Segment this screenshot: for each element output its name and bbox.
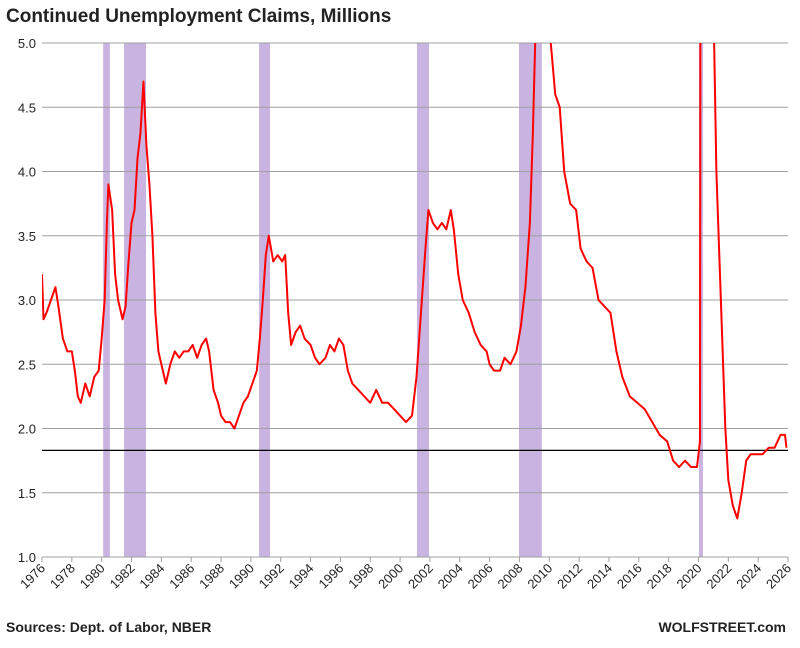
x-tick-label: 2000	[375, 561, 406, 592]
x-tick-label: 2024	[733, 561, 764, 592]
source: Sources: Dept. of Labor, NBER	[6, 619, 211, 635]
y-tick-label: 1.5	[18, 486, 36, 501]
x-tick-label: 1982	[107, 561, 138, 592]
x-tick-label: 2018	[644, 561, 675, 592]
x-tick-label: 1992	[256, 561, 287, 592]
x-tick-label: 1986	[166, 561, 197, 592]
y-tick-label: 3.5	[18, 229, 36, 244]
x-tick-label: 2010	[524, 561, 555, 592]
x-tick-label: 1990	[226, 561, 257, 592]
x-tick-label: 2014	[584, 561, 615, 592]
y-tick-label: 5.0	[18, 36, 36, 51]
y-tick-label: 2.5	[18, 357, 36, 372]
x-tick-label: 1988	[196, 561, 227, 592]
x-tick-label: 2012	[554, 561, 585, 592]
y-tick-label: 4.0	[18, 165, 36, 180]
x-tick-label: 2006	[465, 561, 496, 592]
x-tick-label: 1996	[315, 561, 346, 592]
x-tick-label: 2004	[435, 561, 466, 592]
x-tick-label: 2016	[614, 561, 645, 592]
x-tick-label: 2026	[763, 561, 794, 592]
y-tick-label: 1.0	[18, 550, 36, 565]
x-tick-label: 1998	[345, 561, 376, 592]
chart-title: Continued Unemployment Claims, Millions	[6, 6, 391, 27]
x-tick-label: 1978	[47, 561, 78, 592]
y-tick-label: 3.0	[18, 293, 36, 308]
x-tick-label: 1994	[286, 561, 317, 592]
y-tick-label: 4.5	[18, 100, 36, 115]
plot-background	[41, 42, 789, 562]
x-tick-label: 2022	[703, 561, 734, 592]
x-tick-label: 1980	[77, 561, 108, 592]
credit: WOLFSTREET.com	[658, 619, 786, 635]
x-tick-label: 2008	[495, 561, 526, 592]
x-tick-label: 2020	[674, 561, 705, 592]
x-tick-label: 1976	[17, 561, 48, 592]
x-tick-label: 2002	[405, 561, 436, 592]
claims-line	[42, 43, 788, 520]
x-tick-label: 1984	[136, 561, 167, 592]
y-tick-label: 2.0	[18, 422, 36, 437]
plot-area	[42, 43, 788, 520]
